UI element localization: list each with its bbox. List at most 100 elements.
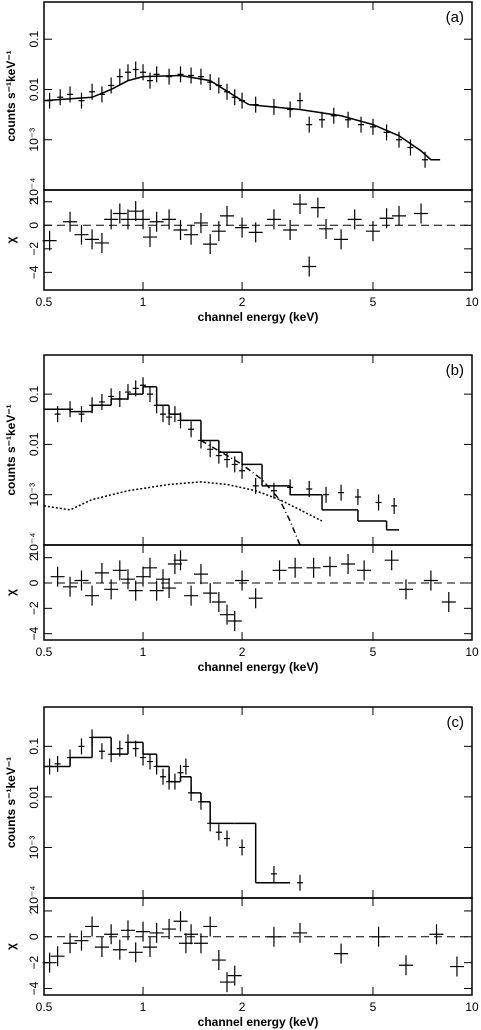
y-tick-label: 0 xyxy=(27,579,41,586)
y-tick-label: −2 xyxy=(27,956,41,970)
data-point xyxy=(306,557,321,578)
data-point xyxy=(288,557,303,578)
y-tick-label: 0.01 xyxy=(27,432,41,456)
plot-frame xyxy=(43,1,473,191)
data-point xyxy=(354,489,361,506)
x-tick-label: 0.5 xyxy=(36,295,53,309)
data-point xyxy=(182,758,189,775)
data-point xyxy=(449,956,464,977)
x-tick-label: 0.5 xyxy=(36,1000,53,1014)
data-point xyxy=(193,933,208,954)
data-point xyxy=(149,580,164,601)
data-point xyxy=(184,585,199,606)
data-point xyxy=(188,67,195,84)
y-tick-label: 2 xyxy=(27,907,41,914)
data-point xyxy=(42,952,57,973)
data-point xyxy=(85,229,100,250)
data-point xyxy=(120,209,135,230)
data-point xyxy=(283,220,298,240)
x-axis-label: channel energy (keV) xyxy=(198,310,319,324)
y-axis-label: counts s⁻¹keV⁻¹ xyxy=(4,757,18,848)
data-point xyxy=(104,209,119,230)
data-point xyxy=(270,865,277,882)
x-axis-label: channel energy (keV) xyxy=(198,660,319,674)
x-tick-label: 2 xyxy=(239,645,246,659)
data-point xyxy=(296,92,303,109)
data-point xyxy=(296,874,303,891)
data-point xyxy=(63,576,78,597)
data-point xyxy=(398,579,413,600)
data-point xyxy=(227,965,242,986)
data-point xyxy=(338,484,345,501)
x-tick-label: 5 xyxy=(370,295,377,309)
data-point xyxy=(211,592,226,612)
data-point xyxy=(63,211,78,232)
data-point xyxy=(392,205,407,226)
data-point xyxy=(74,224,89,245)
data-point xyxy=(220,205,235,226)
x-tick-label: 1 xyxy=(140,645,147,659)
data-point xyxy=(50,566,65,587)
data-point xyxy=(94,937,109,958)
data-point xyxy=(98,393,105,410)
y-tick-label: 0.01 xyxy=(27,77,41,101)
data-point xyxy=(74,930,89,951)
data-point xyxy=(78,92,85,109)
data-point xyxy=(104,579,119,600)
data-point xyxy=(54,755,61,772)
data-point xyxy=(220,604,235,625)
x-tick-label: 1 xyxy=(140,295,147,309)
data-point xyxy=(112,560,127,581)
data-point xyxy=(239,839,246,856)
x-tick-label: 5 xyxy=(370,1000,377,1014)
panel-label: (a) xyxy=(446,9,464,26)
data-point xyxy=(167,554,182,574)
data-point xyxy=(429,924,444,945)
data-point xyxy=(147,386,154,403)
data-point xyxy=(235,570,250,591)
x-tick-label: 2 xyxy=(239,1000,246,1014)
data-point xyxy=(398,955,413,976)
data-point xyxy=(162,578,177,599)
data-point xyxy=(193,564,208,585)
data-point xyxy=(184,924,199,945)
data-point xyxy=(147,753,154,770)
x-tick-label: 5 xyxy=(370,645,377,659)
model-line xyxy=(43,74,441,161)
data-point xyxy=(147,72,154,89)
data-point xyxy=(153,66,160,83)
data-point xyxy=(112,939,127,960)
data-point xyxy=(124,64,131,81)
data-point xyxy=(136,566,151,587)
data-point xyxy=(207,441,214,458)
y-axis-label: χ xyxy=(4,236,18,243)
y-tick-label: 0.1 xyxy=(27,385,41,402)
data-point xyxy=(239,462,246,479)
data-point xyxy=(224,830,231,847)
data-point xyxy=(177,66,184,83)
x-tick-label: 10 xyxy=(465,645,479,659)
y-tick-label: 0 xyxy=(27,222,41,229)
data-point xyxy=(334,943,349,964)
y-tick-label: 10⁻³ xyxy=(27,836,41,860)
y-tick-label: 0.1 xyxy=(27,738,41,755)
data-point xyxy=(407,139,414,156)
plot-frame xyxy=(43,544,473,641)
data-point xyxy=(159,406,166,423)
x-tick-label: 10 xyxy=(465,295,479,309)
data-point xyxy=(375,494,382,511)
plot-frame xyxy=(43,189,473,291)
data-point xyxy=(414,203,429,224)
data-point xyxy=(128,942,143,963)
data-point xyxy=(365,221,380,242)
data-point xyxy=(120,920,135,941)
data-point xyxy=(184,224,199,245)
y-tick-label: 0 xyxy=(27,933,41,940)
data-point xyxy=(292,922,307,943)
data-point xyxy=(266,926,281,947)
data-point xyxy=(104,924,119,945)
data-point xyxy=(193,212,208,233)
data-point xyxy=(322,556,337,577)
data-point xyxy=(383,124,390,141)
data-point xyxy=(143,937,158,958)
